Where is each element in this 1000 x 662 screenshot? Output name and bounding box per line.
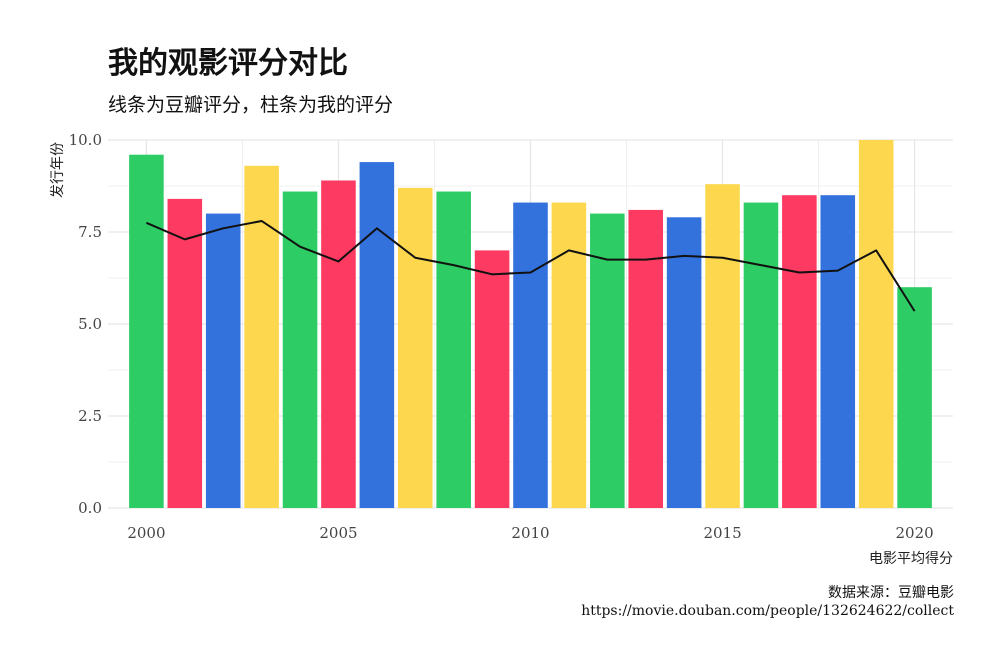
x-axis-label: 电影平均得分	[869, 550, 953, 567]
bar-2014	[666, 217, 702, 508]
bar-2002	[205, 213, 241, 508]
bars	[129, 140, 932, 509]
bar-2000	[129, 154, 164, 508]
y-tick-label: 7.5	[78, 223, 102, 241]
bar-2013	[628, 209, 664, 509]
bar-2017	[782, 195, 817, 508]
y-tick-label: 5.0	[78, 315, 102, 333]
caption-url: https://movie.douban.com/people/13262462…	[581, 603, 954, 619]
x-tick-labels: 2000 2005 2010 2015 2020	[127, 524, 933, 542]
x-tick-label: 2020	[895, 524, 933, 542]
bar-2001	[167, 198, 203, 508]
bar-2003	[244, 165, 279, 508]
x-tick-label: 2000	[127, 524, 165, 542]
x-tick-label: 2005	[319, 524, 357, 542]
bar-2019	[858, 140, 894, 508]
y-tick-label: 10.0	[69, 131, 102, 149]
bar-2009	[474, 250, 510, 508]
average-score-line	[146, 219, 916, 312]
bar-2004	[282, 191, 318, 508]
y-axis-label: 发行年份	[50, 142, 66, 198]
bar-2020	[897, 287, 932, 508]
bar-2015	[705, 184, 740, 508]
bar-2008	[436, 191, 471, 508]
chart-subtitle: 线条为豆瓣评分，柱条为我的评分	[108, 94, 394, 116]
bar-2005	[321, 180, 356, 509]
x-tick-label: 2010	[511, 524, 549, 542]
average-line	[146, 219, 916, 312]
bar-2011	[551, 202, 587, 508]
y-tick-labels: 0.0 2.5 5.0 7.5 10.0	[69, 131, 102, 517]
bar-2016	[743, 202, 779, 508]
bar-2006	[359, 162, 395, 508]
bar-2010	[513, 202, 548, 508]
caption-source: 数据来源：豆瓣电影	[828, 585, 954, 601]
x-tick-label: 2015	[703, 524, 741, 542]
bar-2018	[820, 195, 856, 508]
y-tick-label: 0.0	[78, 499, 102, 517]
bar-2012	[590, 213, 625, 508]
chart-title: 我的观影评分对比	[108, 46, 348, 81]
bar-2007	[397, 187, 433, 508]
y-tick-label: 2.5	[78, 407, 102, 425]
caption: 数据来源：豆瓣电影 https://movie.douban.com/peopl…	[581, 584, 954, 620]
